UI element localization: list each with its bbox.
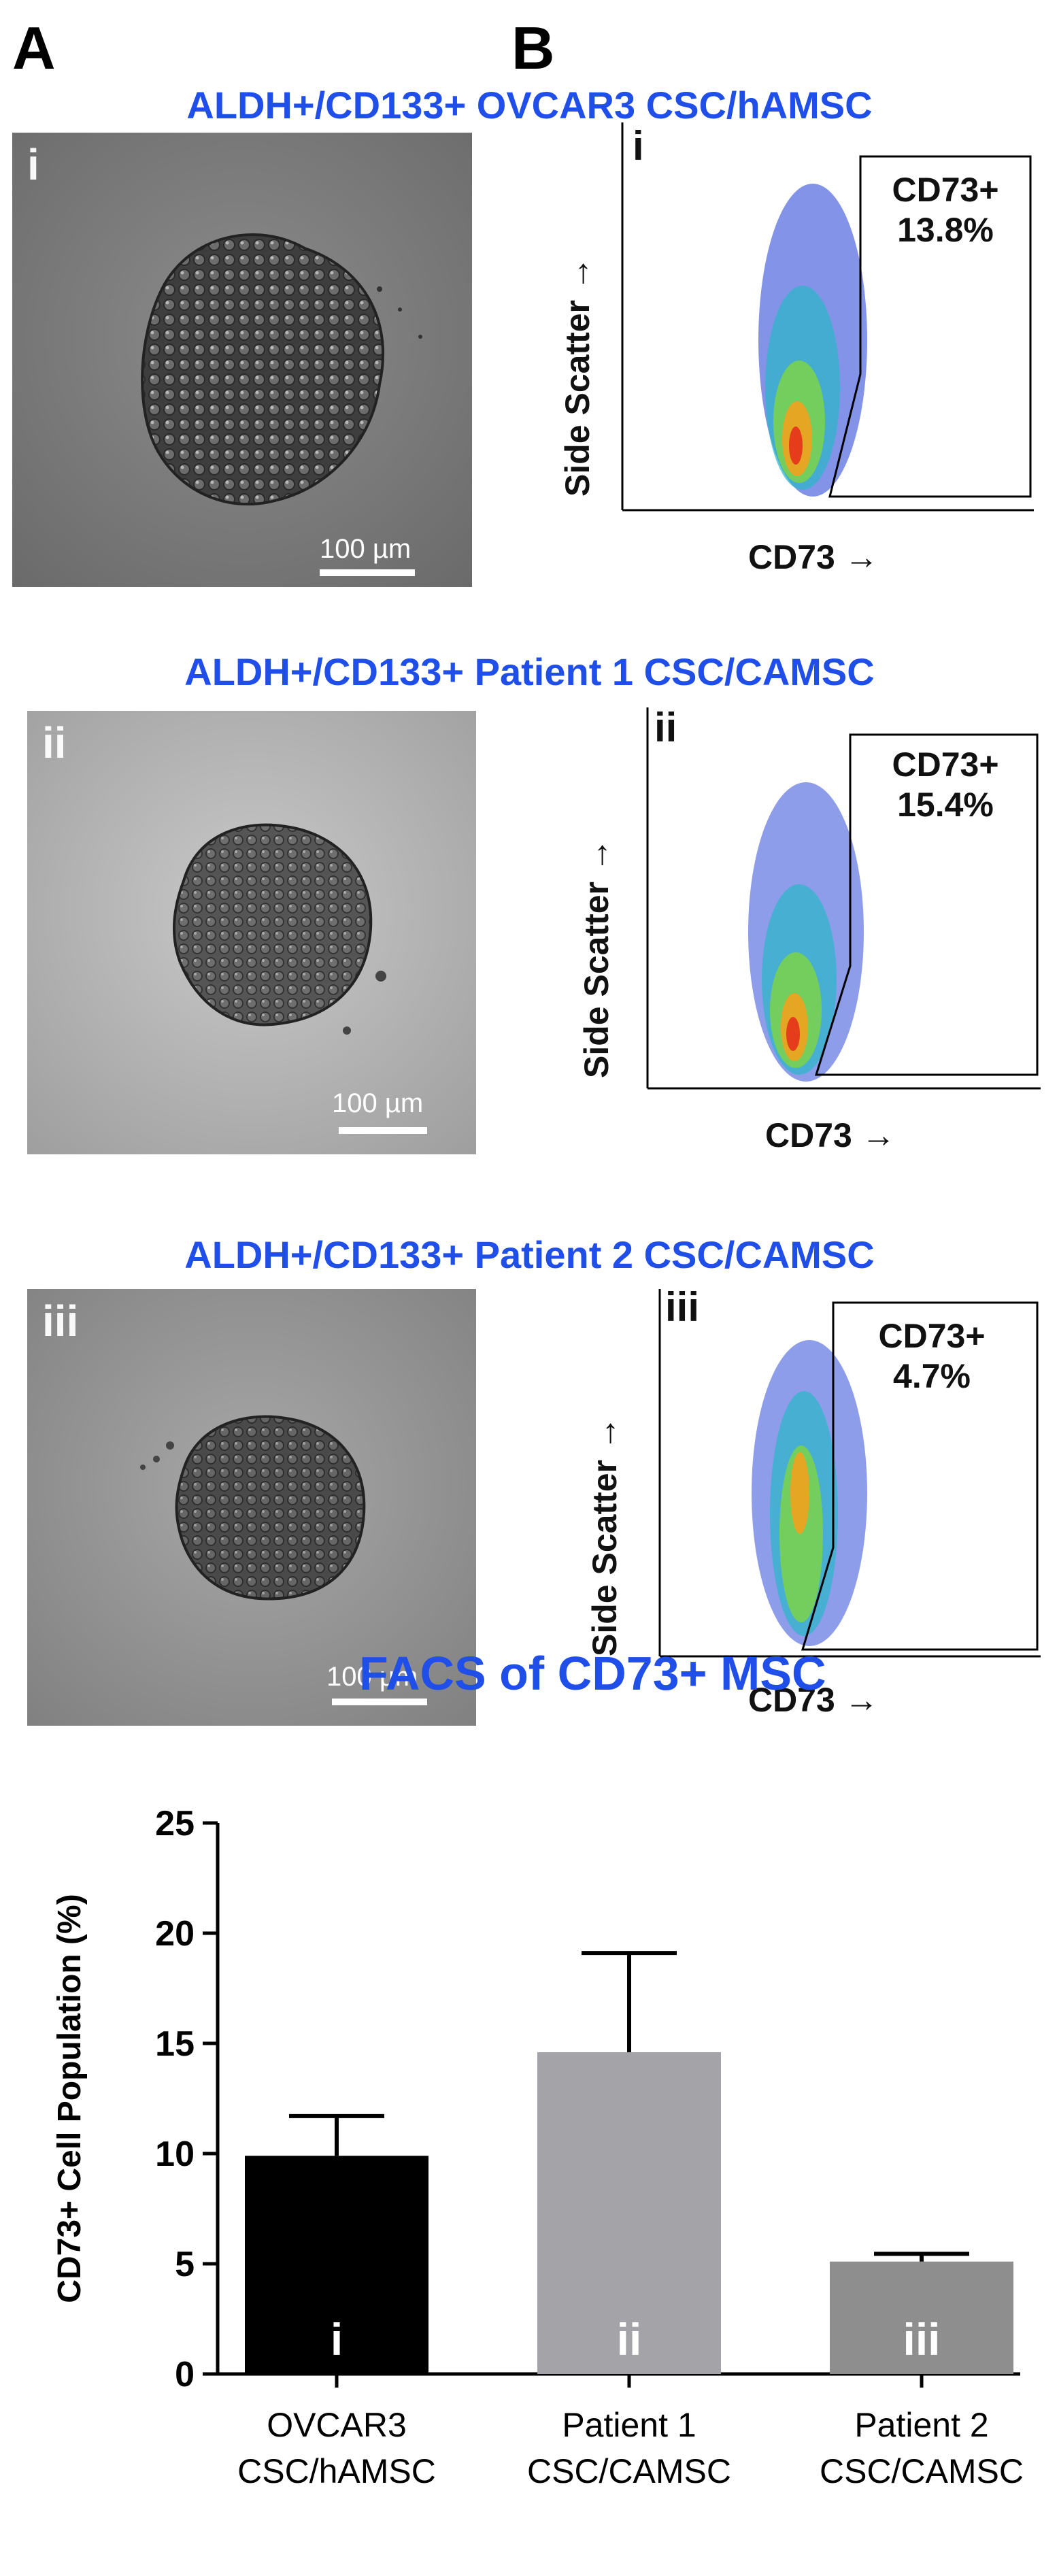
facs-1-x-axis: CD73 →: [748, 538, 879, 576]
gate-label-2-value: 15.4%: [897, 786, 994, 824]
bar-label-3: iii: [903, 2314, 940, 2364]
scale-bar-label-3: 100 µm: [326, 1662, 418, 1692]
facs-2-y-axis: Side Scatter →: [577, 838, 616, 1078]
facs-plot-1: i CD73+ 13.8% CD73 → Side Scatter →: [544, 122, 1034, 639]
micrograph-2: ii 100 µm: [27, 711, 476, 1154]
bar-chart: 0 5 10 15 20 25 CD73+ Cell Population (%) i OVCA…: [0, 1741, 1059, 2573]
micrograph-3: iii 100 µm: [27, 1289, 476, 1726]
facs-plot-2: ii CD73+ 15.4% CD73 → Side Scatter →: [571, 705, 1047, 1211]
bar-1: [245, 2156, 428, 2374]
gate-label-2: CD73+ 15.4%: [864, 745, 1027, 825]
micrograph-3-label: iii: [42, 1297, 79, 1345]
facs-1-label: i: [633, 123, 644, 169]
panel-letter-a: A: [12, 14, 56, 82]
y-tick-label-2: 10: [155, 2135, 195, 2174]
spheroid-image-2: [27, 711, 476, 1154]
gate-polygon-1: [828, 155, 1032, 498]
gate-label-1: CD73+ 13.8%: [864, 170, 1027, 250]
facs-3-label: iii: [665, 1284, 700, 1330]
y-tick-label-1: 5: [175, 2245, 195, 2284]
micrograph-1: i 100 µm: [12, 133, 472, 587]
x-tick-label-2-line2: CSC/CAMSC: [527, 2452, 731, 2490]
gate-label-3: CD73+ 4.7%: [850, 1316, 1013, 1396]
scale-bar-3: [332, 1699, 427, 1705]
facs-3-y-axis: Side Scatter →: [586, 1416, 624, 1656]
bar-2: [537, 2052, 721, 2374]
y-axis-label: CD73+ Cell Population (%): [52, 1894, 88, 2303]
gate-polygon-2: [814, 733, 1039, 1076]
row-3-title: ALDH+/CD133+ Patient 2 CSC/CAMSC: [184, 1233, 875, 1276]
facs-2-label: ii: [654, 705, 677, 750]
bar-label-2: ii: [617, 2314, 642, 2364]
x-tick-label-1-line1: OVCAR3: [267, 2406, 407, 2444]
facs-2-x-axis: CD73 →: [765, 1116, 896, 1154]
row-2-title: ALDH+/CD133+ Patient 1 CSC/CAMSC: [184, 650, 875, 693]
y-tick-label-0: 0: [175, 2355, 195, 2394]
gate-label-2-name: CD73+: [892, 746, 999, 784]
x-tick-label-1-line2: CSC/hAMSC: [237, 2452, 436, 2490]
micrograph-1-label: i: [27, 140, 39, 189]
micrograph-2-label: ii: [42, 718, 67, 767]
facs-dot-cloud-2: [748, 782, 864, 1082]
scale-bar-2: [339, 1127, 427, 1134]
facs-1-y-axis: Side Scatter →: [558, 256, 596, 497]
y-tick-label-3: 15: [155, 2024, 195, 2064]
gate-label-1-name: CD73+: [892, 171, 999, 209]
scale-bar-label-1: 100 µm: [320, 534, 411, 564]
bar-chart-svg: 0 5 10 15 20 25 CD73+ Cell Population (%) i OVCA…: [52, 1804, 1024, 2490]
facs-3-x-axis: CD73 →: [748, 1681, 879, 1719]
spheroid-image-1: [12, 133, 472, 587]
chart-title: FACS of CD73+ MSC: [359, 1647, 826, 1700]
facs-plot-3: iii CD73+ 4.7% CD73 → Side Scatter →: [585, 1284, 1047, 1779]
x-tick-label-2-line1: Patient 1: [562, 2406, 696, 2444]
gate-polygon-3: [801, 1301, 1039, 1651]
bar-label-1: i: [331, 2314, 343, 2364]
scale-bar-label-2: 100 µm: [332, 1088, 424, 1118]
spheroid-image-3: [27, 1289, 476, 1726]
gate-label-1-value: 13.8%: [897, 211, 994, 249]
x-tick-label-3-line1: Patient 2: [854, 2406, 988, 2444]
row-1-title: ALDH+/CD133+ OVCAR3 CSC/hAMSC: [186, 84, 873, 127]
facs-dot-cloud-3: [752, 1340, 867, 1646]
y-tick-label-5: 25: [155, 1804, 195, 1843]
scale-bar-1: [320, 569, 415, 576]
bar-3: [830, 2261, 1013, 2374]
panel-letter-b: B: [511, 14, 555, 82]
gate-label-3-value: 4.7%: [893, 1357, 971, 1395]
y-tick-label-4: 20: [155, 1914, 195, 1954]
gate-label-3-name: CD73+: [878, 1317, 986, 1355]
x-tick-label-3-line2: CSC/CAMSC: [820, 2452, 1024, 2490]
facs-dot-cloud-1: [758, 184, 867, 497]
